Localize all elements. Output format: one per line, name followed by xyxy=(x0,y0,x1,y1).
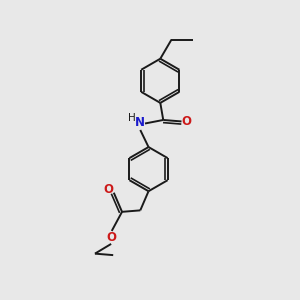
Text: N: N xyxy=(135,116,145,129)
Text: O: O xyxy=(106,231,116,244)
Text: O: O xyxy=(103,183,113,196)
Text: H: H xyxy=(128,113,136,123)
Text: O: O xyxy=(182,115,192,128)
